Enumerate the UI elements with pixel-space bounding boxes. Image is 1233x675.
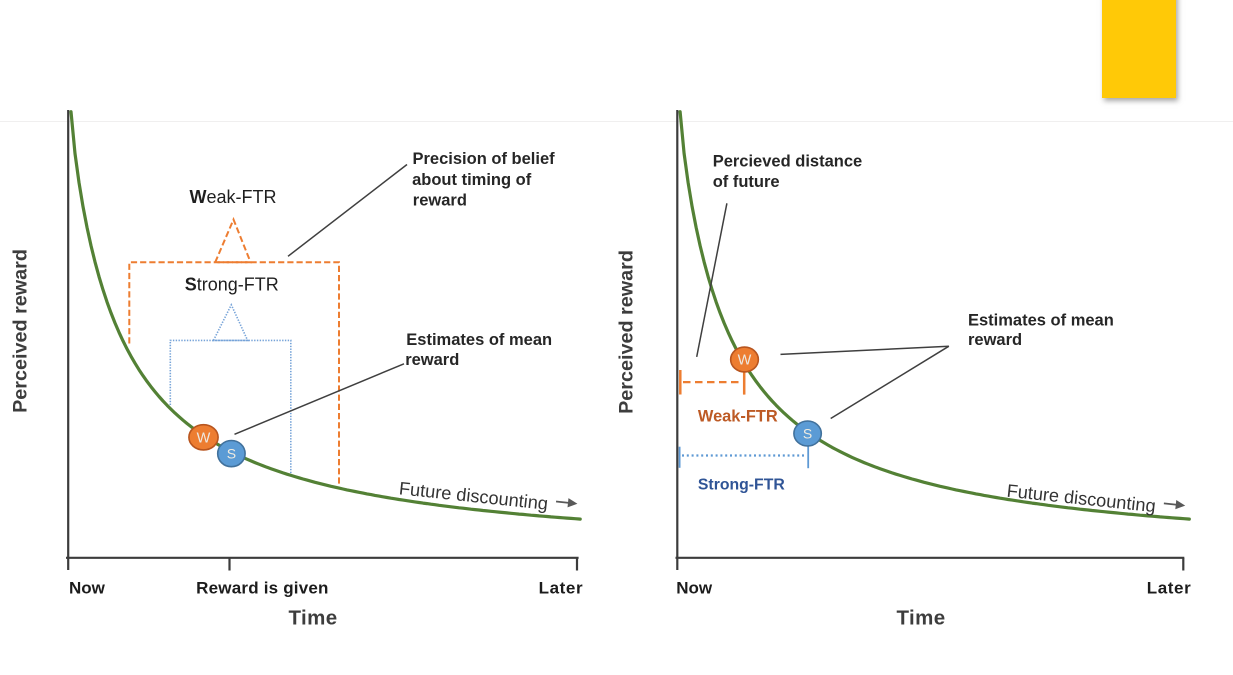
svg-text:Reward is given: Reward is given bbox=[196, 579, 328, 598]
svg-text:Later: Later bbox=[1147, 579, 1192, 598]
svg-text:Now: Now bbox=[676, 579, 713, 598]
svg-text:Weak-FTR: Weak-FTR bbox=[698, 408, 778, 426]
svg-text:reward: reward bbox=[413, 192, 467, 210]
svg-text:Perceived reward: Perceived reward bbox=[616, 250, 638, 414]
svg-text:S: S bbox=[227, 446, 236, 462]
svg-text:S: S bbox=[803, 426, 812, 442]
svg-text:Perceived reward: Perceived reward bbox=[9, 249, 31, 413]
svg-text:reward: reward bbox=[968, 331, 1022, 349]
svg-text:Strong-FTR: Strong-FTR bbox=[698, 476, 785, 493]
svg-text:W: W bbox=[197, 431, 211, 447]
svg-text:Percieved distance: Percieved distance bbox=[713, 152, 863, 170]
svg-text:about timing of: about timing of bbox=[412, 171, 532, 189]
svg-text:Later: Later bbox=[539, 579, 584, 598]
svg-text:Now: Now bbox=[69, 579, 106, 598]
svg-text:Estimates of mean: Estimates of mean bbox=[968, 311, 1114, 329]
svg-text:W: W bbox=[738, 353, 752, 369]
svg-text:of future: of future bbox=[713, 173, 780, 191]
svg-text:Time: Time bbox=[288, 607, 337, 630]
svg-text:Weak-FTR: Weak-FTR bbox=[190, 187, 277, 207]
svg-text:reward: reward bbox=[405, 351, 459, 369]
svg-text:Estimates of mean: Estimates of mean bbox=[406, 331, 552, 349]
svg-text:Precision of belief: Precision of belief bbox=[413, 150, 556, 168]
svg-text:Time: Time bbox=[896, 607, 945, 630]
svg-text:Strong-FTR: Strong-FTR bbox=[185, 275, 279, 295]
